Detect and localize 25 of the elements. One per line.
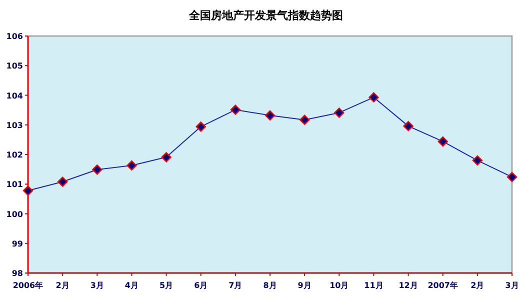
y-tick-label: 101 <box>6 180 24 190</box>
y-tick-label: 106 <box>6 32 24 41</box>
x-tick-label: 4月 <box>124 281 139 290</box>
chart-title: 全国房地产开发景气指数趋势图 <box>188 9 343 22</box>
x-tick-label: 3月 <box>505 281 519 290</box>
x-tick-label: 9月 <box>298 281 312 290</box>
y-tick-label: 98 <box>12 269 24 278</box>
x-tick-label: 2007年 <box>428 281 458 290</box>
y-tick-label: 103 <box>6 120 23 130</box>
x-tick-label: 3月 <box>90 281 104 290</box>
y-tick-label: 105 <box>6 62 24 71</box>
x-tick-label: 6月 <box>194 281 208 290</box>
x-tick-label: 8月 <box>263 281 277 290</box>
x-tick-label: 2月 <box>56 281 70 290</box>
x-tick-label: 12月 <box>398 281 418 290</box>
x-tick-label: 2月 <box>470 281 484 290</box>
x-tick-label: 5月 <box>159 281 174 290</box>
x-tick-label: 10月 <box>330 281 349 290</box>
y-tick-label: 100 <box>6 210 24 219</box>
x-tick-label: 7月 <box>228 281 242 290</box>
y-tick-label: 102 <box>6 150 23 160</box>
y-tick-label: 99 <box>12 239 24 248</box>
x-tick-label: 11月 <box>364 281 384 290</box>
y-tick-label: 104 <box>6 91 24 100</box>
x-tick-label: 2006年 <box>12 281 44 290</box>
